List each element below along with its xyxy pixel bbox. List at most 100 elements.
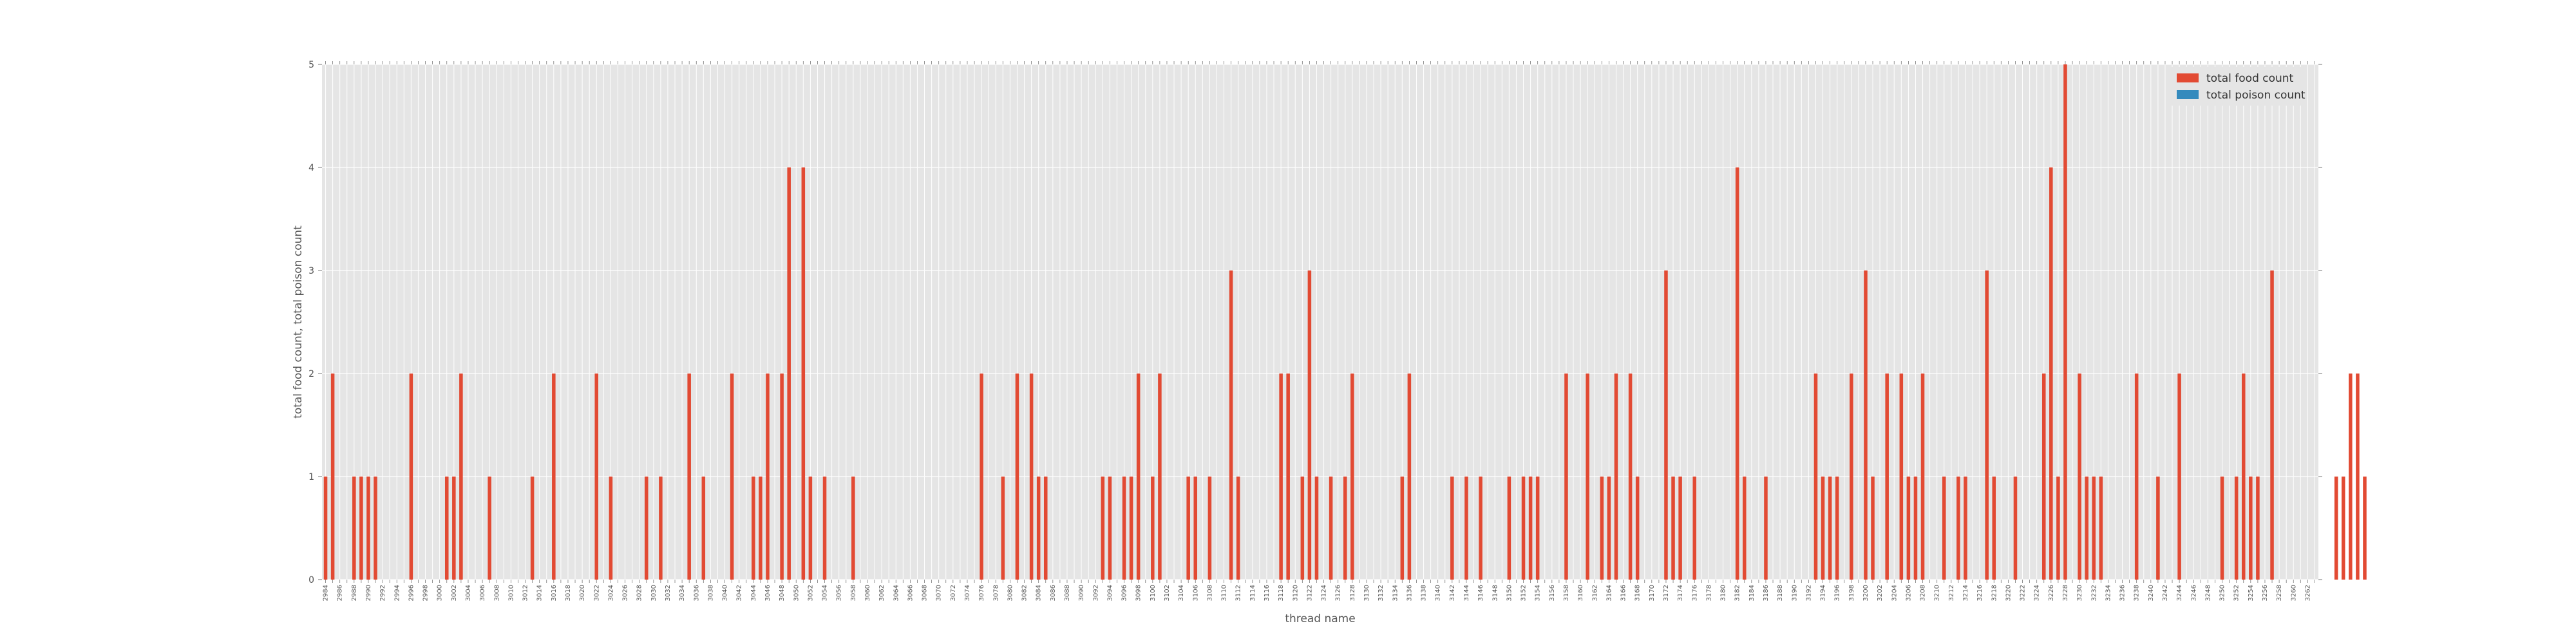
x-tick-label: 3170 (1649, 585, 1656, 601)
x-tick-label: 2992 (379, 585, 386, 601)
x-tick-label: 3240 (2148, 585, 2155, 601)
bar (2363, 477, 2367, 580)
x-tick-label: 3120 (1292, 585, 1299, 601)
y-axis-ticks: 0 1 2 3 4 5 (308, 60, 2322, 585)
x-tick-label: 3196 (1834, 585, 1841, 601)
bar (1956, 477, 1960, 580)
bar (1528, 477, 1533, 580)
x-tick-label: 3030 (650, 585, 658, 601)
bar (2085, 477, 2088, 580)
x-tick-label: 3078 (992, 585, 999, 601)
bar (1942, 477, 1946, 580)
x-tick-label: 3220 (2005, 585, 2012, 601)
bar (1535, 477, 1540, 580)
x-tick-label: 3008 (493, 585, 500, 601)
x-tick-label: 3080 (1007, 585, 1014, 601)
bar (1229, 270, 1233, 580)
x-tick-label: 3230 (2076, 585, 2083, 601)
bar (730, 374, 734, 580)
x-tick-label: 2998 (422, 585, 430, 601)
x-tick-label: 3160 (1577, 585, 1584, 601)
x-tick-label: 3158 (1563, 585, 1570, 601)
x-tick-label: 3192 (1805, 585, 1812, 601)
x-tick-label: 3162 (1591, 585, 1598, 601)
bar (1671, 477, 1675, 580)
x-tick-label: 3004 (465, 585, 472, 601)
x-tick-label: 3002 (451, 585, 458, 601)
x-tick-label: 3062 (878, 585, 886, 601)
x-tick-label: 3134 (1392, 585, 1399, 601)
x-tick-label: 3208 (1920, 585, 1927, 601)
x-tick-label: 3172 (1663, 585, 1670, 601)
bar (1450, 477, 1454, 580)
y-tick-label: 4 (308, 163, 314, 173)
legend: total food count total poison count (2172, 67, 2307, 106)
bar (2256, 477, 2260, 580)
x-tick-label: 3098 (1135, 585, 1142, 601)
bar (1600, 477, 1604, 580)
bar (352, 477, 356, 580)
x-tick-label: 3186 (1763, 585, 1770, 601)
x-tick-label: 3222 (2020, 585, 2027, 601)
x-tick-label: 2996 (408, 585, 415, 601)
bar (1614, 374, 1618, 580)
x-tick-label: 3042 (736, 585, 743, 601)
bar (1043, 477, 1048, 580)
x-tick-label: 3104 (1178, 585, 1185, 601)
x-tick-label: 3144 (1463, 585, 1470, 601)
bar (1479, 477, 1482, 580)
x-tick-label: 3250 (2219, 585, 2226, 601)
x-tick-label: 3114 (1249, 585, 1256, 601)
bar (1129, 477, 1133, 580)
x-tick-label: 3102 (1164, 585, 1171, 601)
x-tick-label: 3256 (2262, 585, 2269, 601)
x-tick-label: 3108 (1206, 585, 1213, 601)
x-tick-label: 3058 (850, 585, 857, 601)
bar (330, 374, 335, 580)
x-tick-label: 3106 (1192, 585, 1199, 601)
bar (609, 477, 613, 580)
bar (1913, 477, 1918, 580)
x-tick-label: 3166 (1620, 585, 1627, 601)
bar (1286, 374, 1290, 580)
bar (366, 477, 370, 580)
bar (752, 477, 755, 580)
x-axis-ticks: 2984 2986 2988 2990 2992 2994 2996 2998 3000 3002… (323, 61, 2315, 601)
x-tick-label: 3060 (864, 585, 871, 601)
x-tick-label: 3040 (722, 585, 729, 601)
x-tick-label: 3180 (1720, 585, 1727, 601)
x-tick-label: 3262 (2304, 585, 2311, 601)
x-tick-label: 3140 (1435, 585, 1442, 601)
x-tick-label: 3246 (2190, 585, 2197, 601)
x-tick-label: 3202 (1877, 585, 1884, 601)
bar (1122, 477, 1126, 580)
bar (1964, 477, 1967, 580)
x-tick-label: 3118 (1278, 585, 1285, 601)
x-tick-label: 3034 (679, 585, 686, 601)
bar (2270, 270, 2274, 580)
bar (1158, 374, 1162, 580)
x-tick-label: 3116 (1264, 585, 1271, 601)
bar (2249, 477, 2253, 580)
bar (1764, 477, 1768, 580)
bar (594, 374, 599, 580)
bar (452, 477, 456, 580)
y-axis-label: total food count, total poison count (292, 225, 305, 419)
bar (459, 374, 463, 580)
x-tick-label: 3212 (1948, 585, 1955, 601)
x-tick-label: 3156 (1549, 585, 1556, 601)
x-tick-label: 3168 (1634, 585, 1642, 601)
bar (1742, 477, 1747, 580)
x-tick-label: 3124 (1321, 585, 1328, 601)
x-tick-label: 3064 (893, 585, 900, 601)
bar (801, 167, 806, 580)
bar (2056, 477, 2060, 580)
x-tick-label: 3070 (936, 585, 943, 601)
x-tick-label: 3054 (822, 585, 829, 601)
bar (1635, 477, 1640, 580)
bar (2156, 477, 2160, 580)
bar (1279, 374, 1283, 580)
x-tick-label: 3086 (1050, 585, 1057, 601)
x-tick-label: 3130 (1363, 585, 1370, 601)
